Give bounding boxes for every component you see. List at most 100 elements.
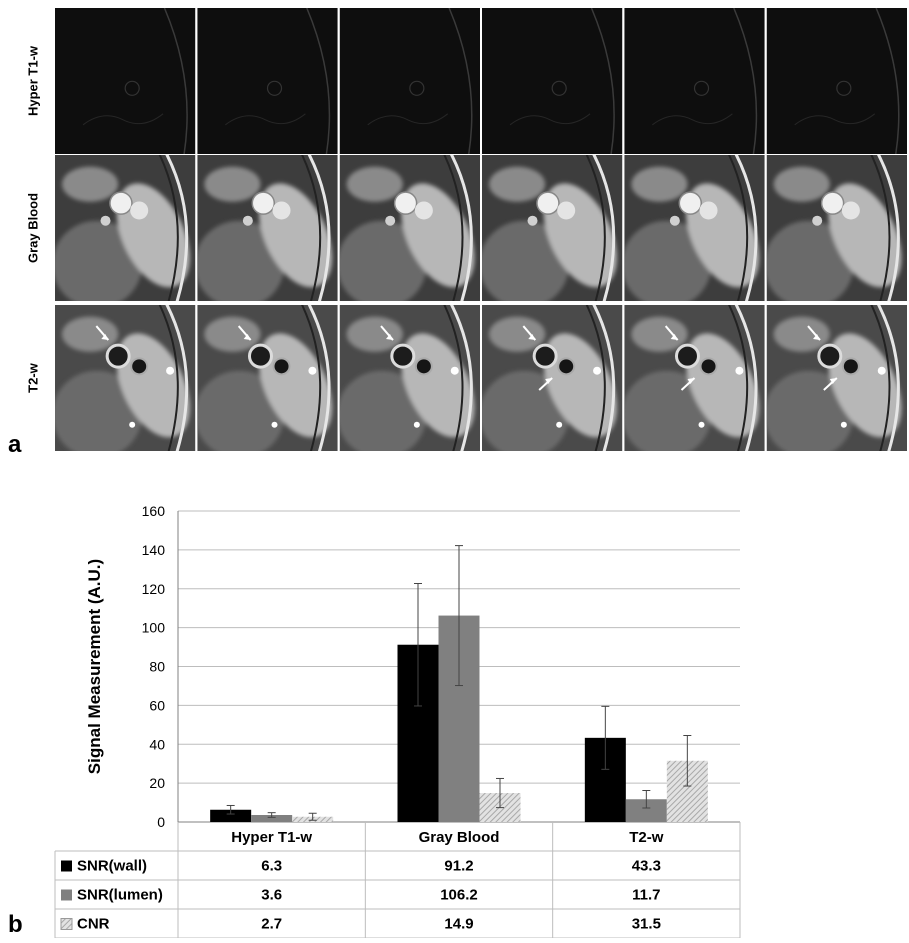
- vessel-lumen: [699, 201, 718, 220]
- neck-muscle: [197, 370, 285, 451]
- vessel-wall: [272, 357, 291, 376]
- bright-vessel: [556, 421, 563, 428]
- tissue-layer: [55, 316, 190, 451]
- fat-boundary: [300, 305, 322, 451]
- y-tick-label: 0: [157, 814, 165, 830]
- mri-image-1-2: [197, 8, 338, 154]
- fat-boundary: [727, 305, 749, 451]
- row-label: Gray Blood: [25, 193, 40, 263]
- bright-vessel: [413, 421, 420, 428]
- fat-boundary: [158, 155, 179, 301]
- small-vessel: [812, 215, 823, 226]
- mri-image-3-6: [766, 305, 907, 451]
- fat-boundary: [300, 155, 322, 301]
- y-tick-label: 40: [149, 736, 165, 752]
- legend-key-icon: [60, 918, 73, 930]
- legend-series-name: SNR(wall): [77, 858, 147, 875]
- row-label: Hyper T1-w: [25, 45, 40, 116]
- y-tick-label: 100: [142, 620, 166, 636]
- tissue-texture: [82, 113, 164, 126]
- data-label: 91.2: [444, 858, 473, 875]
- fat-boundary: [870, 155, 891, 301]
- tissue-texture: [652, 113, 733, 126]
- mri-image-2-2: [197, 155, 338, 301]
- image-background: [339, 8, 480, 154]
- bright-vessel: [698, 421, 705, 428]
- vessel-wall: [414, 357, 433, 376]
- vessel-lumen: [272, 201, 291, 220]
- vessel-wall: [557, 357, 576, 376]
- legend-key-icon: [61, 889, 72, 901]
- bright-vessel: [308, 366, 317, 375]
- bar-chart: 0 20 40 60 80 100 120 140 160 Signal Measurement …: [8, 503, 741, 939]
- mri-image-1-6: [766, 8, 907, 154]
- vessel-outline: [551, 80, 567, 96]
- data-label: 14.9: [444, 916, 473, 933]
- vessel-lumen: [393, 191, 418, 215]
- bright-vessel: [271, 421, 278, 428]
- mri-image-3-3: [339, 305, 480, 451]
- vessel-wall: [817, 343, 843, 369]
- mri-image-2-1: [55, 155, 196, 301]
- neck-muscle: [55, 220, 142, 301]
- skin-contour: [590, 8, 615, 154]
- upper-tissue: [204, 316, 261, 352]
- y-tick-label: 80: [149, 659, 165, 675]
- arrow-head-icon: [528, 334, 536, 341]
- mri-image-2-6: [766, 155, 907, 301]
- vessel-wall: [699, 357, 718, 376]
- mri-image-3-5: [624, 305, 765, 451]
- skin-contour: [734, 305, 758, 451]
- legend-key-icon: [61, 860, 72, 872]
- neck-muscle: [482, 220, 569, 301]
- vessel-wall: [532, 343, 558, 369]
- fat-boundary: [727, 155, 749, 301]
- tissue-layer: [197, 166, 333, 301]
- legend-series-name: SNR(lumen): [77, 887, 163, 904]
- neck-muscle: [482, 370, 569, 451]
- image-background: [55, 8, 196, 154]
- mri-image-grid: Hyper T1-w Gray Blood T2-w a: [8, 8, 907, 458]
- upper-tissue: [631, 316, 688, 352]
- skin-contour: [165, 155, 189, 301]
- small-vessel: [527, 215, 538, 226]
- legend-series-name: CNR: [77, 916, 110, 933]
- upper-tissue: [62, 166, 119, 202]
- mri-image-1-3: [339, 8, 480, 154]
- fat-boundary: [585, 155, 606, 301]
- upper-tissue: [346, 316, 403, 352]
- fat-boundary: [443, 155, 464, 301]
- skin-contour: [733, 8, 758, 154]
- vessel-lumen: [820, 191, 845, 215]
- small-vessel: [242, 215, 253, 226]
- image-background: [482, 8, 623, 154]
- panel-label-a: a: [8, 431, 22, 458]
- mri-image-2-3: [339, 155, 480, 301]
- small-vessel: [669, 215, 680, 226]
- image-background: [197, 8, 338, 154]
- tissue-texture: [794, 113, 876, 126]
- vessel-lumen: [536, 191, 560, 215]
- neck-muscle: [766, 370, 854, 451]
- image-background: [766, 8, 907, 154]
- bright-vessel: [877, 366, 886, 375]
- vessel-wall: [130, 357, 149, 376]
- mri-image-1-5: [624, 8, 765, 154]
- bright-vessel: [735, 366, 744, 375]
- data-label: 3.6: [261, 887, 282, 904]
- tissue-layer: [197, 316, 333, 451]
- neck-muscle: [766, 220, 854, 301]
- skin-contour: [306, 8, 331, 154]
- neck-muscle: [197, 220, 285, 301]
- vessel-lumen: [557, 201, 576, 220]
- arrow-head-icon: [101, 334, 109, 341]
- upper-tissue: [346, 166, 403, 202]
- arrow-head-icon: [687, 378, 695, 384]
- fat-boundary: [870, 305, 891, 451]
- x-category-label: Hyper T1-w: [231, 829, 312, 846]
- y-tick-label: 160: [142, 503, 166, 519]
- upper-tissue: [773, 166, 830, 202]
- arrow-head-icon: [243, 334, 251, 341]
- tissue-texture: [225, 113, 306, 126]
- upper-tissue: [62, 316, 119, 352]
